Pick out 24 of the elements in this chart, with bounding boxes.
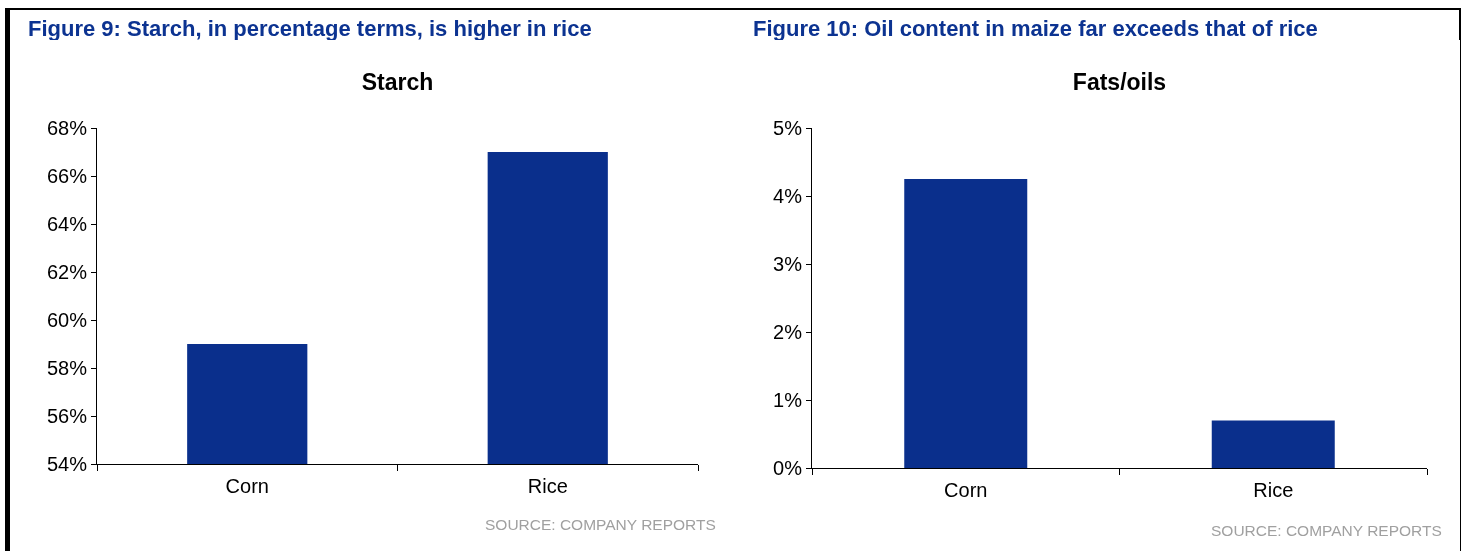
y-tick-label: 1% xyxy=(773,389,803,411)
x-tick-label: Corn xyxy=(225,475,269,497)
y-tick-label: 4% xyxy=(773,185,803,207)
y-tick-label: 68% xyxy=(46,117,88,139)
y-tick-label: 54% xyxy=(46,453,88,475)
chart-title: Figure 10: Oil content in maize far exceeds that of rice xyxy=(753,16,1318,42)
chart-subtitle: Starch xyxy=(361,69,434,96)
y-tick-label: 60% xyxy=(46,309,88,331)
x-tick-label: Corn xyxy=(944,479,988,501)
source-note: SOURCE: COMPANY REPORTS xyxy=(1211,522,1442,539)
y-tick-label: 66% xyxy=(46,165,88,187)
y-tick-label: 56% xyxy=(46,405,88,427)
y-tick-label: 64% xyxy=(46,213,88,235)
y-tick-label: 0% xyxy=(773,457,803,479)
chart-subtitle: Fats/oils xyxy=(1072,69,1167,96)
source-note: SOURCE: COMPANY REPORTS xyxy=(485,516,716,533)
y-tick-label: 58% xyxy=(46,357,88,379)
y-tick-label: 2% xyxy=(773,321,803,343)
y-tick-label: 3% xyxy=(773,253,803,275)
chart-title: Figure 9: Starch, in percentage terms, is higher in rice xyxy=(28,16,592,42)
y-tick-label: 62% xyxy=(46,261,88,283)
x-tick-label: Rice xyxy=(527,475,568,497)
y-tick-label: 5% xyxy=(773,117,803,139)
x-tick-label: Rice xyxy=(1253,479,1294,501)
